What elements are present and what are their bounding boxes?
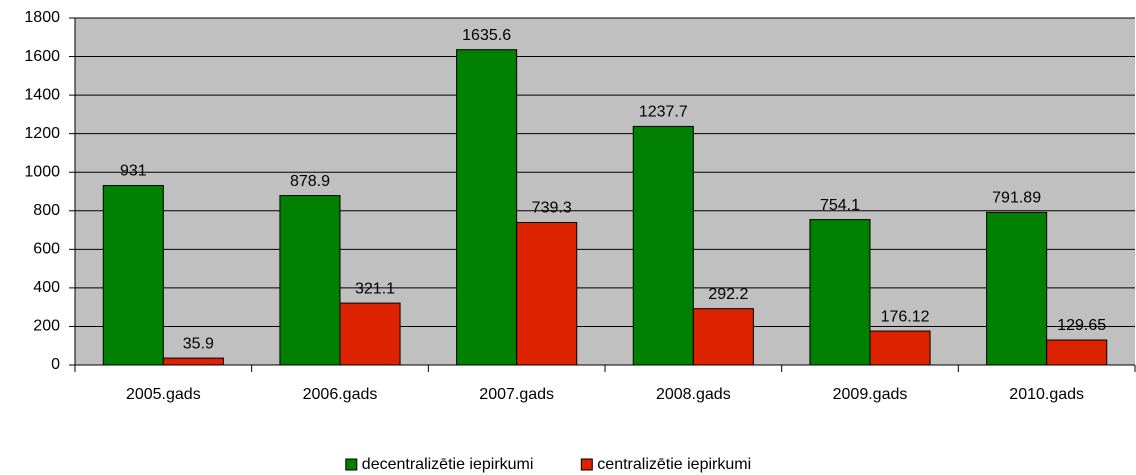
y-tick-label: 1000 (24, 163, 60, 180)
bar (339, 302, 401, 366)
bar (869, 330, 931, 366)
value-label: 321.1 (355, 280, 395, 297)
legend-label: decentralizētie iepirkumi (362, 456, 534, 473)
bar (632, 125, 694, 366)
y-tick-label: 200 (33, 318, 60, 335)
y-tick-label: 1200 (24, 125, 60, 142)
y-tick-label: 1800 (24, 9, 60, 26)
y-tick-label: 800 (33, 202, 60, 219)
legend-swatch (345, 458, 358, 471)
bar (162, 357, 224, 366)
bar (516, 221, 578, 366)
x-tick-label: 2007.gads (479, 386, 554, 403)
y-tick-label: 400 (33, 279, 60, 296)
legend-swatch (580, 458, 593, 471)
value-label: 754.1 (820, 197, 860, 214)
value-label: 791.89 (992, 190, 1041, 207)
value-label: 129.65 (1057, 317, 1106, 334)
plot-area (75, 18, 1135, 365)
bar (986, 211, 1048, 366)
bar (456, 49, 518, 366)
value-label: 1237.7 (639, 104, 688, 121)
bar (1046, 339, 1108, 366)
x-tick-label: 2006.gads (303, 386, 378, 403)
y-tick-label: 600 (33, 241, 60, 258)
y-tick-label: 1400 (24, 86, 60, 103)
y-tick-label: 1600 (24, 48, 60, 65)
x-tick-label: 2009.gads (833, 386, 908, 403)
value-label: 1635.6 (462, 27, 511, 44)
bar (102, 185, 164, 366)
bar (692, 308, 754, 366)
y-tick-label: 0 (51, 356, 60, 373)
x-tick-label: 2005.gads (126, 386, 201, 403)
legend-label: centralizētie iepirkumi (597, 456, 751, 473)
x-tick-label: 2010.gads (1009, 386, 1084, 403)
value-label: 739.3 (532, 200, 572, 217)
bar (809, 219, 871, 366)
x-tick-label: 2008.gads (656, 386, 731, 403)
bar (279, 195, 341, 366)
value-label: 176.12 (881, 308, 930, 325)
value-label: 35.9 (183, 335, 214, 352)
value-label: 931 (120, 163, 147, 180)
value-label: 878.9 (290, 173, 330, 190)
value-label: 292.2 (708, 286, 748, 303)
